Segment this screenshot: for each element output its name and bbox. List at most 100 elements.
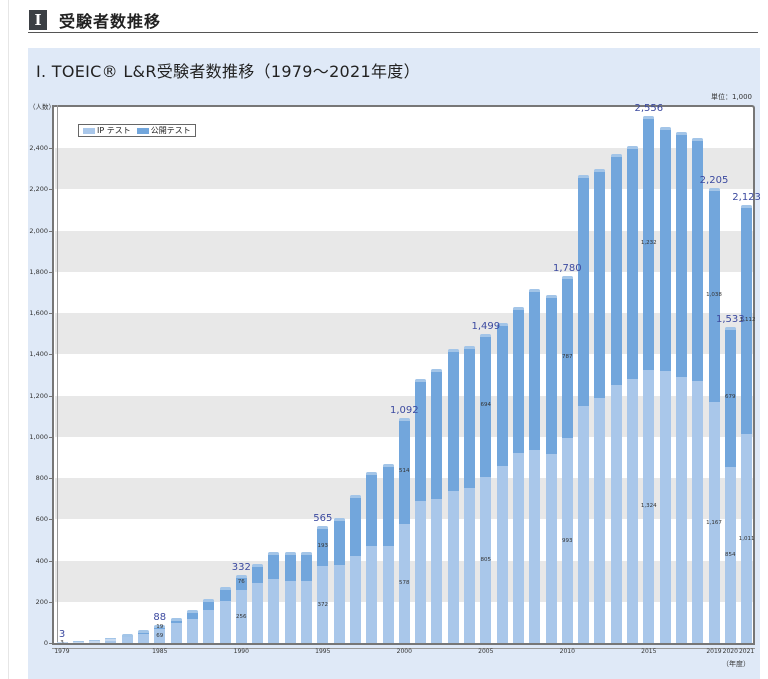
bar-1999 [382,463,394,643]
bar-1986 [170,618,182,643]
bar-segment-ip [349,556,361,643]
bar-segment-ip [643,369,655,643]
page-edge [0,0,9,679]
bar-segment-public [561,275,573,439]
bar-2016 [659,127,671,643]
bar-1992 [268,552,280,643]
bar-2008 [529,289,541,643]
bar-segment-public [464,346,475,489]
bar-segment-ip [659,370,671,643]
bar-segment-public [366,471,378,547]
bar-cap [578,174,590,178]
bar-segment-public [724,326,736,467]
bar-segment-public [235,574,247,591]
bar-cap [415,379,427,382]
bar-cap [627,145,638,149]
bar-segment-public [349,494,361,557]
section-number-badge: I [29,10,47,30]
bar-cap [561,275,573,279]
bar-segment-public [675,131,687,377]
ip-value-label-1990: 256 [236,613,247,620]
bar-segment-ip [724,466,736,643]
bar-cap [398,417,410,421]
bar-segment-public [219,587,231,601]
bar-cap [268,552,280,556]
x-tick-label: 1985 [152,648,168,655]
bar-2007 [512,306,524,643]
public-value-label-1995: 193 [317,543,329,550]
public-value-label-2019: 1,038 [706,292,722,299]
bar-cap [659,127,671,131]
x-axis [52,643,755,649]
bar-1996 [333,518,345,643]
bar-segment-ip [594,397,606,643]
bar-cap [610,154,622,158]
bar-segment-ip [415,500,427,643]
bar-segment-public [741,205,753,435]
bar-cap [692,137,704,141]
y-tick-mark [49,230,54,232]
ip-value-label-1979: 3 [60,639,64,646]
public-value-label-2015: 1,232 [640,239,657,246]
bar-segment-ip [545,454,557,643]
bar-cap [317,526,329,530]
bar-cap [366,471,378,475]
y-tick-label: 1,400 [29,350,48,359]
y-axis [52,105,58,645]
bar-segment-ip [138,634,149,643]
bar-1984 [138,630,149,643]
bar-segment-ip [366,546,378,643]
bar-1987 [186,610,198,643]
bar-2019 [708,188,720,643]
bar-cap [203,598,215,602]
bar-cap [724,326,736,330]
bar-2006 [496,323,508,643]
y-tick-mark [49,601,54,603]
legend-label-public: 公開テスト [150,126,191,135]
bar-cap [235,574,247,578]
public-value-label-1985: 19 [156,623,164,630]
bar-segment-public [268,552,280,580]
bar-segment-public [382,463,394,547]
bar-segment-public [431,368,443,499]
bar-2020 [724,326,736,643]
y-tick-label: 600 [35,515,48,524]
bar-cap [447,349,459,353]
bar-segment-public [594,168,606,398]
bar-2012 [594,168,606,643]
bar-cap [170,618,182,622]
bar-cap [431,368,443,372]
bar-segment-public [186,610,198,620]
bar-segment-ip [675,376,687,643]
y-tick-label: 2,000 [29,226,48,235]
section-header: I 受験者数推移 [28,6,758,33]
bar-cap [105,637,117,641]
bar-2011 [578,174,590,643]
bar-cap [529,289,541,293]
total-label-2021: 2,123 [732,192,761,204]
ip-value-label-2015: 1,324 [640,503,657,510]
bar-cap [512,306,524,310]
bar-segment-public [105,637,117,640]
bar-segment-public [708,188,720,403]
bar-cap [121,634,133,638]
total-label-2000: 1,092 [389,404,419,416]
x-tick-label: 2010 [559,648,575,655]
ip-value-label-2000: 578 [399,580,410,587]
y-tick-label: 1,200 [29,391,48,400]
bar-segment-public [659,127,671,371]
bar-cap [284,552,296,556]
ip-value-label-2005: 805 [480,556,492,563]
bar-2021 [741,205,753,643]
bar-cap [154,624,166,628]
bar-segment-ip [464,488,475,643]
bar-1991 [252,563,264,643]
bar-2009 [545,295,557,643]
y-tick-mark [49,189,54,191]
y-tick-mark [49,560,54,562]
bar-2017 [675,131,687,643]
bar-segment-ip [627,379,638,643]
bar-segment-ip [317,566,329,643]
public-value-label-2000: 514 [399,467,410,474]
bar-1997 [349,494,361,643]
